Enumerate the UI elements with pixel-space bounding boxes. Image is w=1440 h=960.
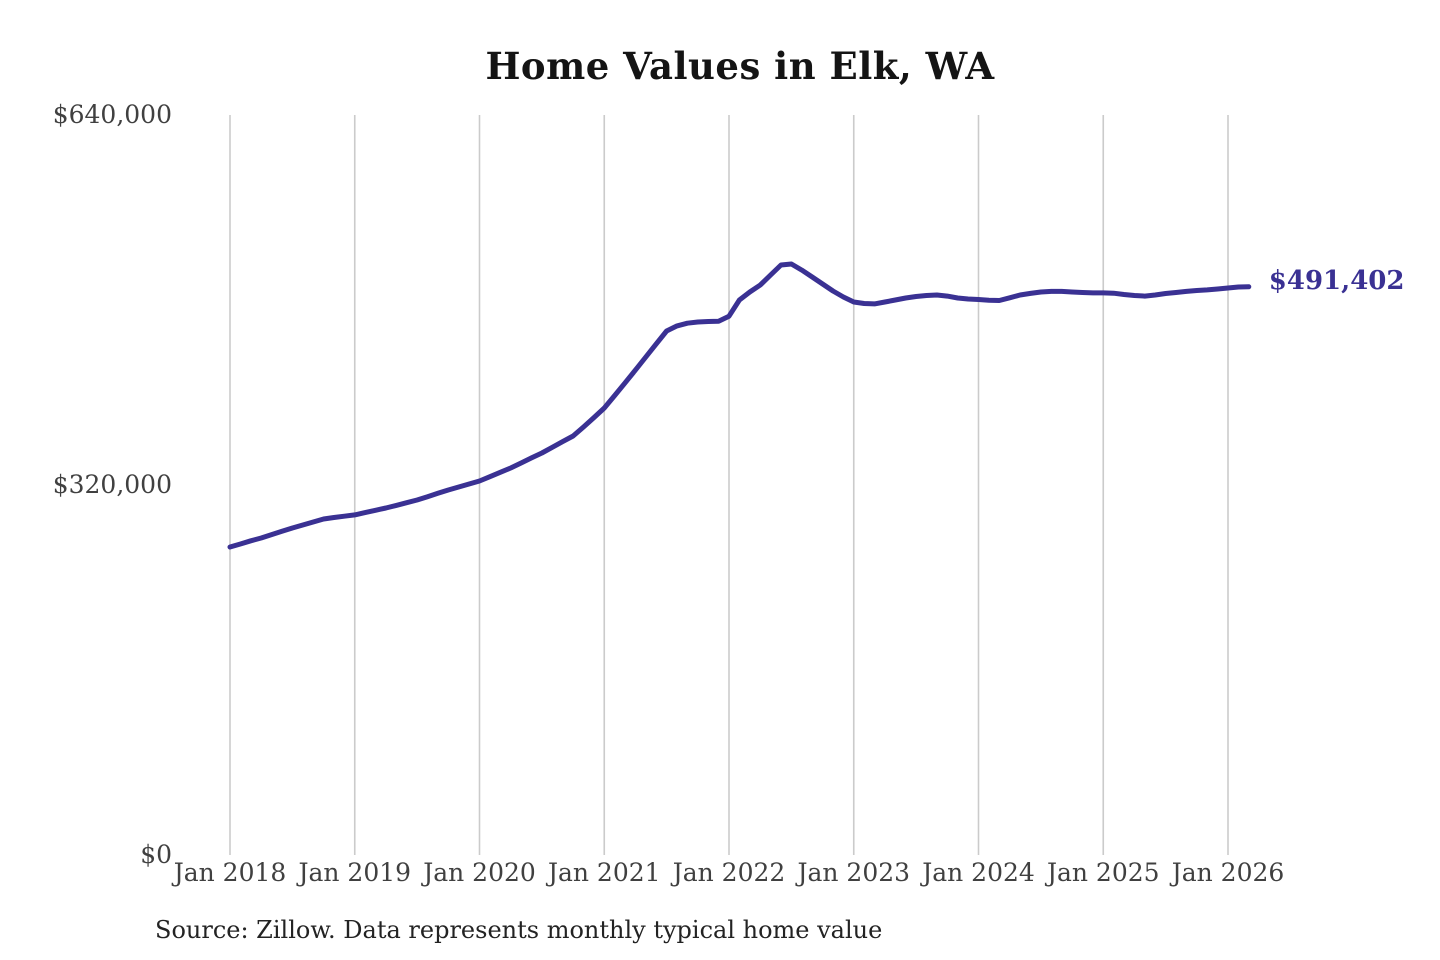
y-tick-label: $640,000 xyxy=(52,100,172,129)
y-tick-label: $0 xyxy=(140,840,172,869)
x-tick-label: Jan 2019 xyxy=(298,858,412,887)
x-tick-label: Jan 2018 xyxy=(173,858,287,887)
y-tick-label: $320,000 xyxy=(52,470,172,499)
gridlines xyxy=(229,115,1229,855)
chart-title: Home Values in Elk, WA xyxy=(485,44,995,88)
x-tick-label: Jan 2022 xyxy=(672,858,786,887)
x-tick-label: Jan 2020 xyxy=(423,858,536,887)
x-tick-label: Jan 2021 xyxy=(547,858,661,887)
source-note: Source: Zillow. Data represents monthly … xyxy=(155,916,883,944)
x-tick-label: Jan 2026 xyxy=(1171,858,1285,887)
x-tick-label: Jan 2024 xyxy=(922,858,1035,887)
x-tick-label: Jan 2025 xyxy=(1046,858,1160,887)
x-tick-label: Jan 2023 xyxy=(797,858,911,887)
home-value-line xyxy=(227,261,1252,550)
end-value-label: $491,402 xyxy=(1268,265,1405,296)
